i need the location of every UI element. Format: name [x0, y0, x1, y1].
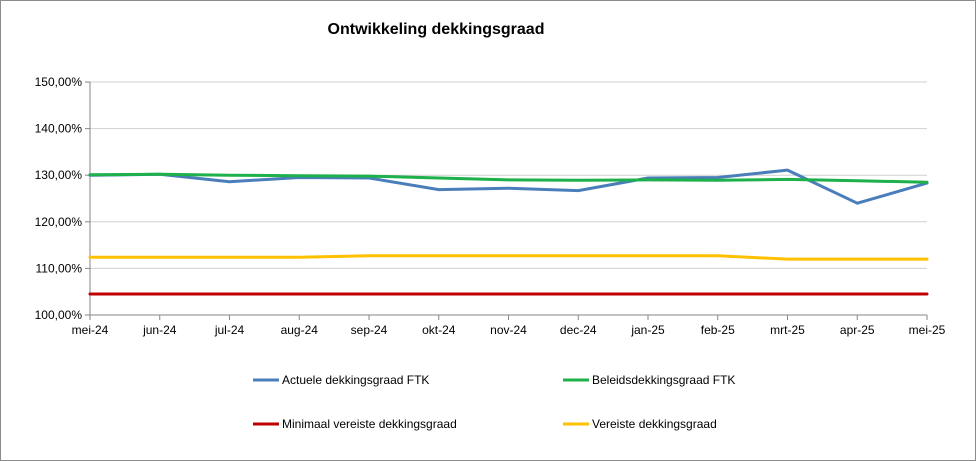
y-tick-label: 100,00%	[35, 308, 83, 322]
x-tick-label: jul-24	[214, 323, 245, 337]
x-tick-label: jun-24	[142, 323, 177, 337]
x-tick-label: sep-24	[351, 323, 388, 337]
legend-label: Beleidsdekkingsgraad FTK	[592, 373, 735, 387]
y-tick-label: 140,00%	[35, 122, 83, 136]
legend-label: Minimaal vereiste dekkingsgraad	[282, 417, 457, 431]
series-line	[88, 254, 929, 261]
x-tick-label: aug-24	[281, 323, 319, 337]
x-tick-label: okt-24	[422, 323, 456, 337]
x-tick-label: dec-24	[560, 323, 597, 337]
series-group	[88, 168, 929, 296]
x-tick-label: mrt-25	[770, 323, 805, 337]
chart-title: Ontwikkeling dekkingsgraad	[328, 21, 545, 38]
y-tick-label: 120,00%	[35, 215, 83, 229]
legend-label: Actuele dekkingsgraad FTK	[282, 373, 429, 387]
y-tick-label: 150,00%	[35, 75, 83, 89]
x-tick-label: jan-25	[630, 323, 665, 337]
series-line	[88, 168, 929, 205]
x-tick-label: mei-25	[909, 323, 946, 337]
y-tick-label: 110,00%	[36, 261, 83, 275]
x-tick-label: nov-24	[490, 323, 527, 337]
x-tick-label: apr-25	[840, 323, 875, 337]
x-tick-label: feb-25	[701, 323, 735, 337]
axes: 100,00% 110,00% 120,00% 130,00% 140,00% 150,0…	[35, 75, 946, 337]
legend-label: Vereiste dekkingsgraad	[592, 417, 717, 431]
x-tick-label: mei-24	[72, 323, 109, 337]
legend: Actuele dekkingsgraad FTK Beleidsdekkings…	[253, 373, 735, 431]
y-tick-label: 130,00%	[35, 168, 83, 182]
series-line	[88, 172, 929, 184]
